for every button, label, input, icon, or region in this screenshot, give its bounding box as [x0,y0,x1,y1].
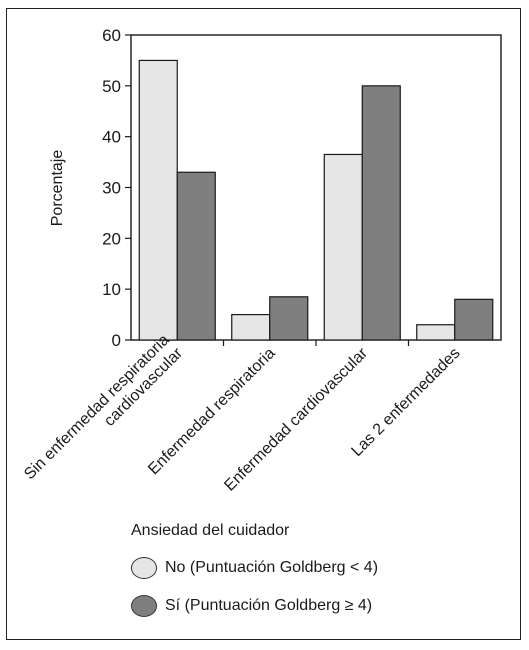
y-tick-label: 60 [102,26,121,45]
y-axis-label: Porcentaje [49,150,66,227]
legend-label-si: Sí (Puntuación Goldberg ≥ 4) [165,597,373,614]
legend-title: Ansiedad del cuidador [131,522,290,539]
bar-no-0 [138,59,178,341]
legend: Ansiedad del cuidador No (Puntuación Gol… [131,522,378,630]
bar-si-0 [176,171,216,341]
y-tick-label: 40 [102,128,121,147]
legend-label-no: No (Puntuación Goldberg < 4) [165,559,379,576]
legend-item-no: No (Puntuación Goldberg < 4) [131,554,378,582]
bar-no-1 [231,313,271,341]
y-tick-label: 0 [112,331,121,350]
legend-swatch-si [131,595,157,617]
legend-swatch-no [131,557,157,579]
bar-no-2 [323,153,363,341]
bar-si-3 [454,298,494,341]
y-tick-label: 20 [102,229,121,248]
figure-frame [6,8,521,640]
y-tick-label: 50 [102,77,121,96]
bar-si-1 [269,296,309,341]
y-tick-label: 10 [102,280,121,299]
bar-si-2 [361,85,401,341]
y-tick-label: 30 [102,179,121,198]
legend-item-si: Sí (Puntuación Goldberg ≥ 4) [131,592,378,620]
bar-no-3 [416,324,456,341]
